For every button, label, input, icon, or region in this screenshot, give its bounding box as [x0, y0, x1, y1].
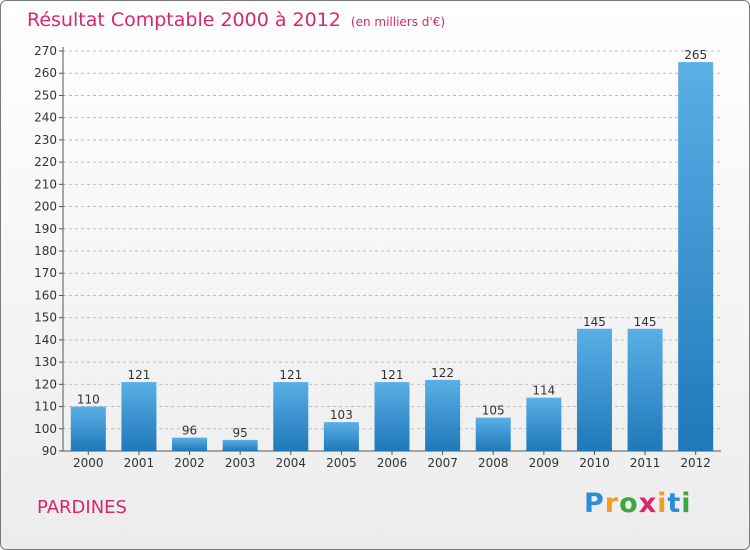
x-tick-label-2009: 2009	[529, 456, 560, 470]
bar-2011	[627, 328, 663, 451]
x-tick-label-2010: 2010	[579, 456, 610, 470]
y-tick-label: 120	[34, 377, 57, 391]
bar-2003	[222, 439, 258, 451]
y-tick-label: 110	[34, 400, 57, 414]
bar-2001	[121, 382, 157, 451]
x-tick-label-2012: 2012	[680, 456, 711, 470]
y-tick-label: 130	[34, 355, 57, 369]
x-tick-label-2000: 2000	[73, 456, 104, 470]
y-tick-label: 90	[42, 444, 57, 458]
commune-name: PARDINES	[37, 497, 127, 518]
y-tick-label: 200	[34, 200, 57, 214]
logo-letter: o	[619, 488, 639, 519]
value-label-2003: 95	[233, 426, 248, 440]
y-tick-label: 180	[34, 244, 57, 258]
y-tick-label: 210	[34, 177, 57, 191]
y-tick-label: 100	[34, 422, 57, 436]
y-tick-label: 220	[34, 155, 57, 169]
logo-letter: P	[584, 488, 605, 519]
y-tick-label: 170	[34, 266, 57, 280]
value-label-2009: 114	[532, 384, 555, 398]
logo-letter: t	[667, 488, 682, 519]
bar-2010	[576, 328, 612, 451]
x-tick-label-2004: 2004	[275, 456, 306, 470]
logo-letter: i	[657, 488, 668, 519]
proxiti-logo: Proxiti	[584, 488, 692, 519]
bar-2012	[678, 62, 714, 451]
x-tick-label-2005: 2005	[326, 456, 357, 470]
chart-title: Résultat Comptable 2000 à 2012 (en millie…	[27, 9, 445, 31]
x-tick-label-2001: 2001	[124, 456, 155, 470]
x-tick-label-2002: 2002	[174, 456, 205, 470]
value-label-2005: 103	[330, 408, 353, 422]
bar-2002	[172, 437, 208, 451]
x-tick-label-2007: 2007	[427, 456, 458, 470]
x-tick-label-2003: 2003	[225, 456, 256, 470]
value-label-2007: 122	[431, 366, 454, 380]
value-label-2001: 121	[127, 368, 150, 382]
y-tick-label: 240	[34, 111, 57, 125]
bar-2007	[425, 379, 461, 451]
logo-letter: x	[638, 488, 658, 519]
x-tick-label-2011: 2011	[630, 456, 661, 470]
x-tick-label-2006: 2006	[377, 456, 408, 470]
y-tick-label: 270	[34, 44, 57, 58]
value-label-2004: 121	[279, 368, 302, 382]
logo-letter: i	[681, 488, 692, 519]
x-tick-label-2008: 2008	[478, 456, 509, 470]
y-tick-label: 160	[34, 288, 57, 302]
bar-2009	[526, 397, 562, 451]
bar-2008	[475, 417, 511, 451]
value-label-2011: 145	[634, 315, 657, 329]
value-label-2002: 96	[182, 424, 197, 438]
value-label-2010: 145	[583, 315, 606, 329]
bar-2005	[323, 422, 359, 451]
y-tick-label: 250	[34, 88, 57, 102]
y-tick-label: 230	[34, 133, 57, 147]
value-label-2006: 121	[381, 368, 404, 382]
y-tick-label: 260	[34, 66, 57, 80]
y-tick-label: 190	[34, 222, 57, 236]
logo-letter: r	[604, 488, 620, 519]
bar-2000	[70, 406, 106, 451]
chart-title-text: Résultat Comptable 2000 à 2012	[27, 9, 341, 31]
value-label-2012: 265	[684, 48, 707, 62]
bar-2006	[374, 382, 410, 451]
y-tick-label: 140	[34, 333, 57, 347]
chart-subtitle: (en milliers d'€)	[350, 15, 446, 29]
y-tick-label: 150	[34, 311, 57, 325]
value-label-2008: 105	[482, 404, 505, 418]
value-label-2000: 110	[77, 393, 100, 407]
bar-2004	[273, 382, 309, 451]
